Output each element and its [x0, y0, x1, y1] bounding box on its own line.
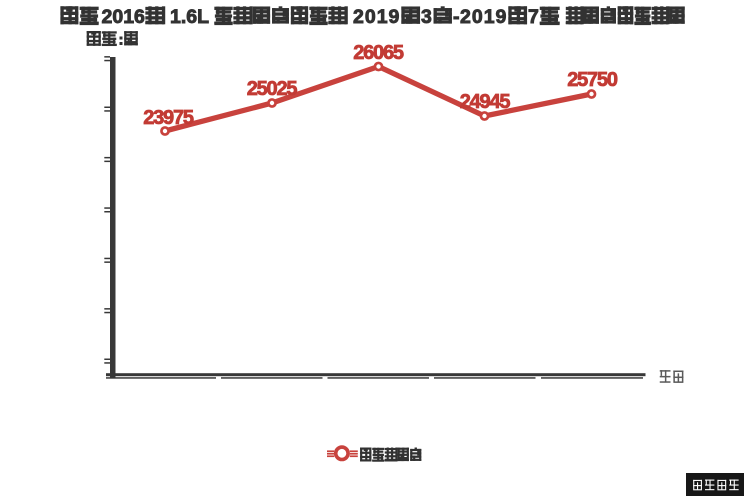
svg-text:24945: 24945: [460, 91, 511, 113]
svg-text:2019: 2019: [460, 6, 507, 28]
svg-text:26065: 26065: [353, 42, 404, 64]
svg-text:23975: 23975: [143, 107, 194, 129]
svg-text:25025: 25025: [247, 78, 298, 100]
svg-text:2016: 2016: [102, 6, 146, 28]
svg-text:-: -: [453, 6, 460, 28]
svg-text:7: 7: [528, 6, 539, 28]
svg-text:3: 3: [421, 6, 432, 28]
svg-text::: :: [119, 32, 124, 49]
svg-text:1.6L: 1.6L: [170, 6, 209, 28]
svg-text:25750: 25750: [567, 69, 618, 91]
svg-text:2019: 2019: [353, 6, 400, 28]
